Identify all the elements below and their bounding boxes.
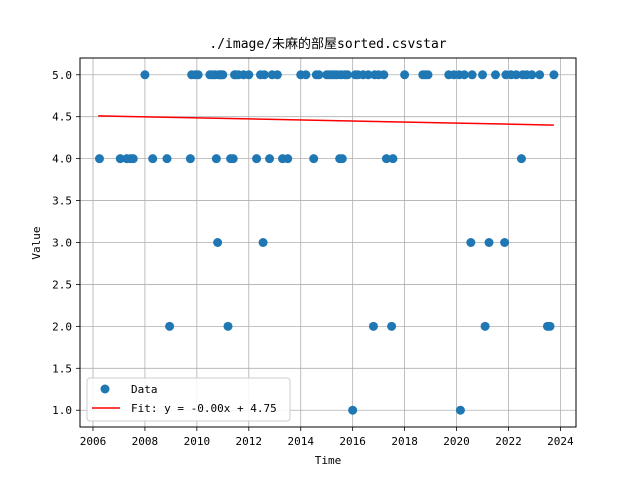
x-axis-label: Time — [315, 454, 342, 467]
data-point — [283, 154, 293, 164]
legend-label-data: Data — [131, 383, 158, 396]
legend-box — [86, 377, 291, 422]
data-point — [459, 70, 469, 80]
y-tick-label: 5.0 — [52, 69, 72, 82]
x-tick-label: 2016 — [339, 435, 366, 448]
y-tick-label: 1.0 — [52, 404, 72, 417]
data-point — [363, 70, 373, 80]
data-point — [455, 405, 465, 415]
data-point — [500, 238, 510, 247]
x-tick-label: 2012 — [236, 435, 263, 448]
data-point — [466, 238, 476, 247]
data-point — [259, 70, 269, 80]
data-point — [244, 70, 254, 80]
data-point — [535, 70, 545, 80]
data-point — [218, 70, 228, 80]
data-point — [516, 154, 526, 164]
x-tick-label: 2024 — [547, 435, 574, 448]
y-tick-label: 4.5 — [52, 111, 72, 124]
data-point — [185, 154, 195, 164]
data-point — [545, 321, 555, 331]
data-point — [467, 70, 477, 80]
data-point — [301, 70, 311, 80]
y-tick-label: 2.5 — [52, 278, 72, 291]
data-point — [511, 70, 521, 80]
data-point — [252, 154, 262, 164]
data-point — [211, 154, 221, 164]
data-point — [381, 154, 391, 164]
chart-title: ./image/未麻的部屋sorted.csvstar — [209, 36, 446, 52]
x-tick-label: 2006 — [80, 435, 107, 448]
data-point — [480, 321, 490, 331]
data-point — [423, 70, 433, 80]
x-tick-label: 2022 — [495, 435, 522, 448]
data-point — [314, 70, 324, 80]
legend: Data Fit: y = -0.00x + 4.75 — [86, 377, 291, 422]
fit-line — [98, 115, 554, 126]
data-point — [490, 70, 500, 80]
x-tick-label: 2010 — [184, 435, 211, 448]
data-point — [165, 321, 175, 331]
y-tick-label: 3.0 — [52, 237, 72, 250]
y-axis-label: Value — [30, 226, 43, 259]
data-point — [258, 238, 268, 247]
data-point — [388, 154, 398, 164]
data-point — [94, 154, 104, 164]
data-point — [379, 70, 389, 80]
data-point — [387, 321, 397, 331]
data-point — [115, 154, 125, 164]
x-tick-label: 2018 — [391, 435, 418, 448]
legend-label-fit: Fit: y = -0.00x + 4.75 — [131, 402, 277, 415]
y-tick-label: 3.5 — [52, 195, 72, 208]
data-point — [213, 238, 223, 247]
data-point — [368, 321, 378, 331]
data-point — [223, 321, 233, 331]
data-point — [272, 70, 282, 80]
data-point — [140, 70, 150, 80]
data-point — [527, 70, 537, 80]
data-point — [549, 70, 559, 80]
data-point — [148, 154, 158, 164]
data-point — [478, 70, 488, 80]
data-point — [337, 154, 347, 164]
data-point — [162, 154, 172, 164]
x-axis-ticks: 2006 2008 2010 2012 2014 2016 2018 2020 2022 2024 — [80, 427, 574, 448]
data-point — [228, 154, 238, 164]
y-tick-label: 2.0 — [52, 320, 72, 333]
data-point — [128, 154, 138, 164]
data-point — [265, 154, 275, 164]
x-tick-label: 2014 — [287, 435, 314, 448]
data-point — [484, 238, 494, 247]
plot-area — [94, 70, 559, 415]
legend-marker-data — [100, 384, 110, 394]
y-axis-ticks: 1.0 1.5 2.0 2.5 3.0 3.5 4.0 4.5 5.0 — [52, 69, 80, 417]
data-point — [400, 70, 410, 80]
data-point — [348, 405, 358, 415]
x-tick-label: 2020 — [443, 435, 470, 448]
data-point — [342, 70, 352, 80]
x-tick-label: 2008 — [132, 435, 159, 448]
data-point — [309, 154, 319, 164]
data-point — [193, 70, 203, 80]
y-tick-label: 4.0 — [52, 153, 72, 166]
y-tick-label: 1.5 — [52, 362, 72, 375]
